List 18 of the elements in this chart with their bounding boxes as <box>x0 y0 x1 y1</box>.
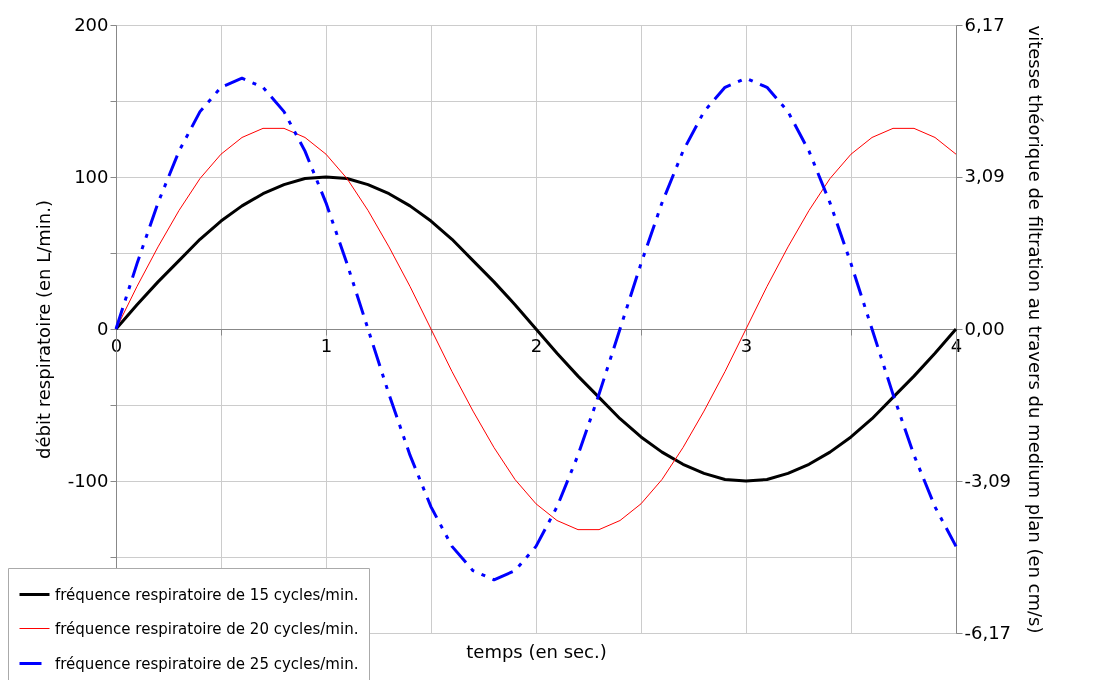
y2-tick-label: 6,17 <box>964 13 1005 35</box>
y-axis-title: débit respiratoire (en L/min.) <box>32 200 54 459</box>
y-tick-label: 100 <box>74 165 109 187</box>
y2-tick-label: 3,09 <box>964 165 1005 187</box>
y2-tick-label: 0,00 <box>964 317 1005 339</box>
legend-label: fréquence respiratoire de 20 cycles/min. <box>55 619 359 638</box>
x-axis-title: temps (en sec.) <box>466 640 607 662</box>
y-tick-label: 0 <box>97 317 109 339</box>
y-tick-label: 200 <box>74 13 109 35</box>
legend-label: fréquence respiratoire de 15 cycles/min. <box>55 585 359 604</box>
x-tick-label: 2 <box>530 334 543 356</box>
y2-tick-label: -3,09 <box>964 469 1012 491</box>
x-tick-label: 1 <box>320 334 333 356</box>
y2-axis-title: vitesse théorique de filtration au travers du medium plan (en cm/s) <box>1025 25 1047 634</box>
y-tick-label: -100 <box>67 469 109 491</box>
legend-label: fréquence respiratoire de 25 cycles/min. <box>55 654 359 673</box>
y2-tick-label: -6,17 <box>964 621 1012 643</box>
x-tick-label: 3 <box>740 334 753 356</box>
